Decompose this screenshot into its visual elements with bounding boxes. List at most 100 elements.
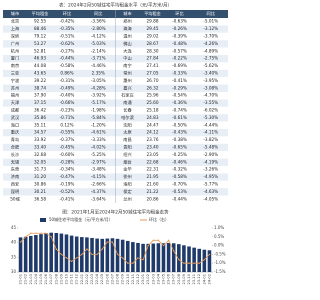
table-cell: -2.97%	[91, 159, 106, 164]
table-cell: 24.12	[147, 130, 159, 135]
x-tick-label: 21-04	[34, 273, 38, 284]
table-cell: -0.29%	[172, 85, 187, 90]
table-cell: 东莞	[11, 166, 19, 173]
y2-tick-label: 0.5%	[214, 234, 224, 239]
table-cell: -0.41%	[172, 78, 187, 83]
table-cell: -3.95%	[203, 78, 218, 83]
line-point	[208, 253, 211, 256]
table-cell: 20.86	[147, 196, 159, 201]
line-point	[203, 258, 206, 261]
table-cell: 21.95	[147, 174, 159, 179]
table-cell: -0.61%	[172, 115, 187, 120]
bar	[105, 238, 110, 272]
x-tick-label: 21-03	[29, 274, 33, 284]
table-cell: -0.49%	[60, 85, 75, 90]
table-cell: 重庆	[11, 129, 20, 136]
table-cell: 宁波	[11, 77, 20, 84]
table-cell: -6.02%	[203, 108, 218, 113]
legend-swatch	[40, 218, 46, 222]
table-cell: 37.15	[34, 100, 46, 105]
x-tick-label: 22-12	[136, 274, 140, 284]
table-cell: -2.80%	[91, 26, 106, 31]
table-cell: 南昌	[123, 136, 131, 143]
line-point	[132, 262, 134, 264]
table-cell: 2.35%	[92, 71, 105, 76]
table-cell: 24.47	[147, 122, 159, 127]
table-cell: 31.73	[34, 167, 46, 172]
table-cell: -4.11%	[203, 130, 218, 135]
table-cell: 27.05	[147, 71, 159, 76]
table-cell: 46.93	[34, 56, 46, 61]
bar	[34, 235, 38, 272]
table-cell: -4.26%	[203, 41, 218, 46]
table-cell: -2.14%	[91, 48, 106, 53]
x-tick-label: 22-08	[116, 273, 120, 284]
line-point	[86, 248, 88, 250]
legend-label: 50城住宅平均租金（元/平方米/月）	[49, 216, 113, 222]
line-point	[30, 232, 32, 234]
x-tick-label: 24-02	[207, 274, 211, 284]
line-point	[40, 232, 42, 234]
bar	[202, 249, 207, 272]
table-cell: -3.82%	[203, 137, 218, 142]
x-tick-label: 21-06	[44, 273, 48, 284]
table-cell: 烟台	[123, 158, 131, 165]
table-cell: -0.50%	[172, 122, 187, 127]
table-cell: 成都	[11, 107, 20, 114]
x-tick-label: 24-01	[202, 274, 206, 284]
table-cell: 三亚	[11, 71, 19, 76]
line-point	[178, 258, 180, 261]
line-point	[157, 239, 160, 242]
table-cell: -0.55%	[60, 130, 75, 135]
table-cell: 36.58	[34, 196, 46, 201]
table-cell: 27.41	[147, 63, 159, 68]
table-cell: -4.12%	[91, 34, 106, 39]
table-cell: -4.05%	[203, 196, 218, 201]
x-tick-label: 23-02	[146, 274, 150, 284]
line-point	[167, 239, 170, 242]
table-cell: -3.64%	[91, 196, 106, 201]
line-point	[188, 262, 190, 264]
line-point	[142, 258, 144, 261]
table-cell: 无锡	[11, 158, 19, 165]
line-point	[111, 241, 114, 243]
table-cell: -0.34%	[60, 167, 75, 172]
line-point	[35, 232, 37, 234]
line-point	[137, 257, 139, 259]
table-cell: 30.21	[34, 189, 46, 194]
table-cell: 35.86	[34, 115, 46, 120]
table-cell: -4.19%	[203, 159, 218, 164]
x-tick-label: 22-10	[126, 273, 130, 284]
x-tick-label: 21-08	[54, 273, 58, 284]
line-point	[127, 262, 129, 264]
table-cell: 33.92	[34, 137, 46, 142]
table-cell: 广州	[11, 40, 19, 47]
bar	[85, 237, 89, 272]
table-cell: 徐州	[123, 173, 131, 180]
table-title: 表：2024年2月50城住宅平均租金水平（元/平方米/月）	[59, 2, 172, 9]
table-cell: 郑州	[123, 18, 131, 25]
line-point	[70, 260, 73, 263]
table-cell: -0.39%	[172, 34, 187, 39]
line-point	[193, 262, 195, 264]
table-cell: 37.90	[34, 93, 46, 98]
table-cell: 南京	[11, 62, 19, 69]
table-cell: -5.77%	[203, 182, 218, 187]
y2-tick-label: 0.0%	[214, 243, 224, 248]
table-cell: -4.61%	[91, 130, 106, 135]
bar	[120, 239, 125, 272]
table-cell: -0.31%	[60, 78, 75, 83]
table-cell: -5.17%	[91, 100, 106, 105]
table-cell: -0.66%	[60, 100, 75, 105]
page: 表：2024年2月50城住宅平均租金水平（元/平方米/月） 图：2021年1月至…	[3, 2, 228, 284]
header-cell: 城市	[11, 10, 19, 17]
x-tick-label: 21-09	[59, 273, 63, 284]
header-cell: 同比	[207, 10, 215, 17]
table-cell: 保定	[123, 188, 131, 195]
bar	[177, 244, 181, 272]
line-point	[96, 253, 98, 256]
x-tick-label: 22-09	[121, 273, 125, 284]
table-cell: 39.22	[34, 78, 46, 83]
table-cell: -3.71%	[91, 56, 106, 61]
table-cell: 88.46	[34, 26, 46, 31]
